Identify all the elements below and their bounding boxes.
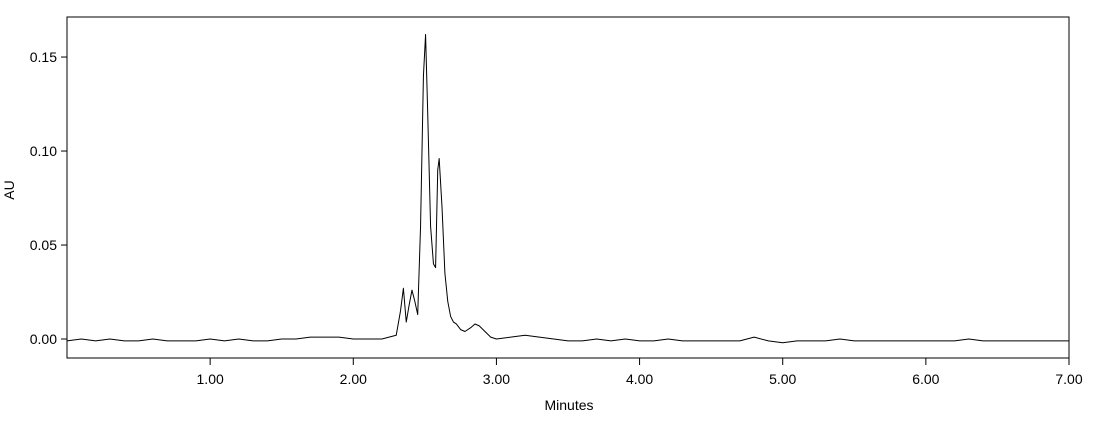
- y-tick-label: 0.10: [30, 143, 57, 159]
- x-tick-label: 4.00: [626, 371, 653, 387]
- x-axis-label: Minutes: [544, 397, 593, 413]
- x-tick-label: 5.00: [769, 371, 796, 387]
- x-tick-label: 7.00: [1055, 371, 1082, 387]
- x-tick-label: 6.00: [912, 371, 939, 387]
- x-tick-label: 2.00: [340, 371, 367, 387]
- trace-line: [66, 33, 1069, 344]
- x-tick-label: 1.00: [197, 371, 224, 387]
- y-axis-label: AU: [1, 180, 17, 199]
- plot-frame: [66, 16, 1070, 359]
- y-tick-label: 0.15: [30, 49, 57, 65]
- y-tick-label: 0.00: [30, 331, 57, 347]
- y-tick-label: 0.05: [30, 237, 57, 253]
- x-tick-label: 3.00: [483, 371, 510, 387]
